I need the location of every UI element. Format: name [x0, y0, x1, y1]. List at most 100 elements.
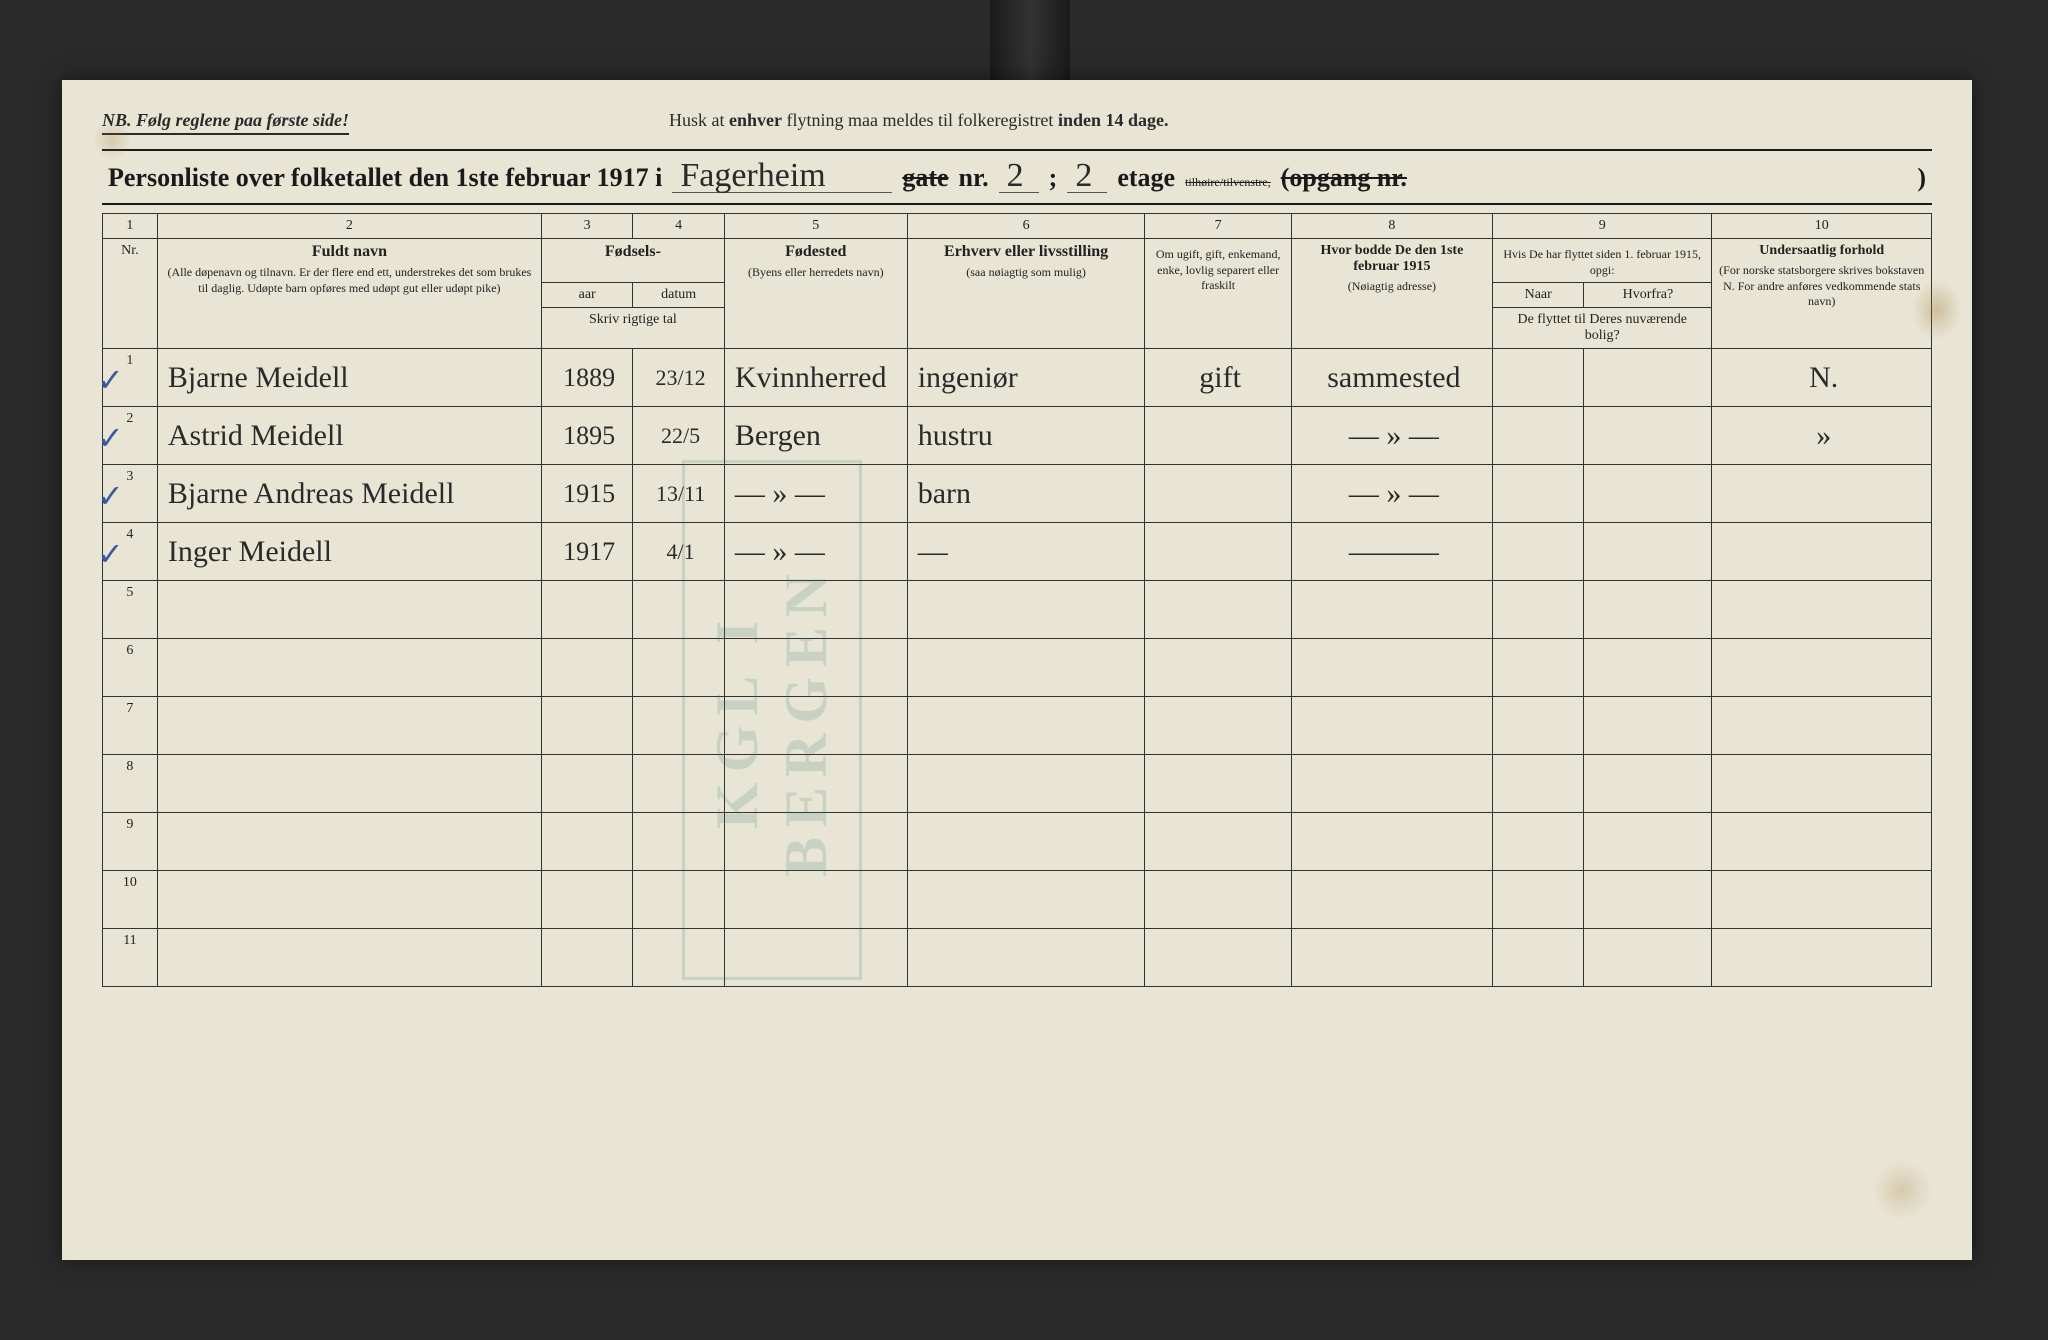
cell-addr1915: — » — [1291, 465, 1492, 523]
hdr-wherefrom: Hvorfra? [1584, 283, 1712, 308]
cell-date: 13/11 [633, 465, 724, 523]
cell-status [1145, 407, 1291, 465]
row-number: 8 [103, 755, 158, 813]
cell-when [1492, 407, 1583, 465]
colnum: 5 [724, 214, 907, 239]
table-row: ✓1Bjarne Meidell188923/12Kvinnherredinge… [103, 349, 1932, 407]
hdr-date: datum [633, 283, 724, 308]
hdr-moved-sub: De flyttet til Deres nuværende bolig? [1492, 308, 1711, 349]
cell-addr1915: — » — [1291, 407, 1492, 465]
nb-note: NB. Følg reglene paa første side! [102, 110, 349, 135]
cell-year: 1915 [541, 465, 632, 523]
etage-label: etage [1117, 163, 1175, 193]
cell-year: 1889 [541, 349, 632, 407]
hdr-occupation: Erhverv eller livsstilling (saa nøiagtig… [907, 239, 1145, 349]
cell-birthplace: — » — [724, 523, 907, 581]
close-paren: ) [1917, 163, 1926, 193]
cell-occupation: — [907, 523, 1145, 581]
cell-name: Bjarne Andreas Meidell [157, 465, 541, 523]
cell-wherefrom [1584, 407, 1712, 465]
cell-addr1915: ——— [1291, 523, 1492, 581]
table-row-empty: 8 [103, 755, 1932, 813]
colnum: 4 [633, 214, 724, 239]
floor-number: 2 [1067, 161, 1107, 193]
cell-addr1915: sammested [1291, 349, 1492, 407]
opgang-label: (opgang nr. [1281, 163, 1407, 193]
cell-date: 22/5 [633, 407, 724, 465]
header-row-main: Nr. Fuldt navn (Alle døpenavn og tilnavn… [103, 239, 1932, 283]
book-spine [990, 0, 1070, 80]
title-text: Personliste over folketallet den 1ste fe… [108, 163, 662, 193]
hdr-year: aar [541, 283, 632, 308]
semicolon: ; [1049, 163, 1058, 193]
cell-status [1145, 465, 1291, 523]
colnum: 10 [1712, 214, 1932, 239]
colnum: 1 [103, 214, 158, 239]
hdr-addr1915: Hvor bodde De den 1ste februar 1915 (Nøi… [1291, 239, 1492, 349]
paper-stain [92, 120, 132, 160]
cell-wherefrom [1584, 349, 1712, 407]
colnum: 2 [157, 214, 541, 239]
cell-date: 4/1 [633, 523, 724, 581]
table-row: ✓4Inger Meidell19174/1— » ————— [103, 523, 1932, 581]
colnum: 6 [907, 214, 1145, 239]
table-row-empty: 10 [103, 871, 1932, 929]
reminder-text: Husk at enhver flytning maa meldes til f… [669, 110, 1168, 131]
row-number: 9 [103, 813, 158, 871]
cell-nationality: N. [1712, 349, 1932, 407]
street-number: 2 [999, 161, 1039, 193]
side-label: tilhøire/tilvenstre, [1185, 176, 1271, 188]
hdr-birthplace: Fødested (Byens eller herredets navn) [724, 239, 907, 349]
checkmark-icon: ✓ [97, 419, 124, 457]
colnum: 8 [1291, 214, 1492, 239]
hdr-when: Naar [1492, 283, 1583, 308]
row-number: ✓4 [103, 523, 158, 581]
top-instruction-line: NB. Følg reglene paa første side! Husk a… [102, 110, 1932, 135]
table-row-empty: 6 [103, 639, 1932, 697]
paper-stain [1912, 280, 1962, 340]
checkmark-icon: ✓ [97, 535, 124, 573]
cell-when [1492, 349, 1583, 407]
cell-name: Inger Meidell [157, 523, 541, 581]
cell-occupation: hustru [907, 407, 1145, 465]
cell-nationality [1712, 523, 1932, 581]
cell-birthplace: Kvinnherred [724, 349, 907, 407]
nr-label: nr. [959, 163, 989, 193]
cell-when [1492, 465, 1583, 523]
place-handwritten: Fagerheim [672, 161, 892, 193]
checkmark-icon: ✓ [97, 361, 124, 399]
hdr-status: Om ugift, gift, enkemand, enke, lovlig s… [1145, 239, 1291, 349]
hdr-name: Fuldt navn (Alle døpenavn og tilnavn. Er… [157, 239, 541, 349]
cell-wherefrom [1584, 523, 1712, 581]
gate-label: gate [902, 163, 948, 193]
cell-when [1492, 523, 1583, 581]
colnum: 3 [541, 214, 632, 239]
column-number-row: 1 2 3 4 5 6 7 8 9 10 [103, 214, 1932, 239]
cell-name: Bjarne Meidell [157, 349, 541, 407]
hdr-nr: Nr. [103, 239, 158, 349]
cell-name: Astrid Meidell [157, 407, 541, 465]
cell-year: 1895 [541, 407, 632, 465]
cell-nationality: » [1712, 407, 1932, 465]
cell-occupation: ingeniør [907, 349, 1145, 407]
hdr-moved: Hvis De har flyttet siden 1. februar 191… [1492, 239, 1711, 283]
cell-occupation: barn [907, 465, 1145, 523]
table-row: ✓3Bjarne Andreas Meidell191513/11 — » — ba… [103, 465, 1932, 523]
census-table: 1 2 3 4 5 6 7 8 9 10 Nr. Fuldt navn (All… [102, 213, 1932, 987]
hdr-write-correct: Skriv rigtige tal [541, 308, 724, 349]
cell-status [1145, 523, 1291, 581]
hdr-nationality: Undersaatlig forhold (For norske statsbo… [1712, 239, 1932, 349]
colnum: 7 [1145, 214, 1291, 239]
paper-stain [1872, 1160, 1932, 1220]
cell-birthplace: Bergen [724, 407, 907, 465]
table-row-empty: 5 [103, 581, 1932, 639]
colnum: 9 [1492, 214, 1711, 239]
row-number: ✓3 [103, 465, 158, 523]
cell-status: gift [1145, 349, 1291, 407]
row-number: 5 [103, 581, 158, 639]
table-row-empty: 11 [103, 929, 1932, 987]
table-row: ✓2Astrid Meidell189522/5Bergenhustru— » … [103, 407, 1932, 465]
table-row-empty: 7 [103, 697, 1932, 755]
row-number: 11 [103, 929, 158, 987]
row-number: 7 [103, 697, 158, 755]
